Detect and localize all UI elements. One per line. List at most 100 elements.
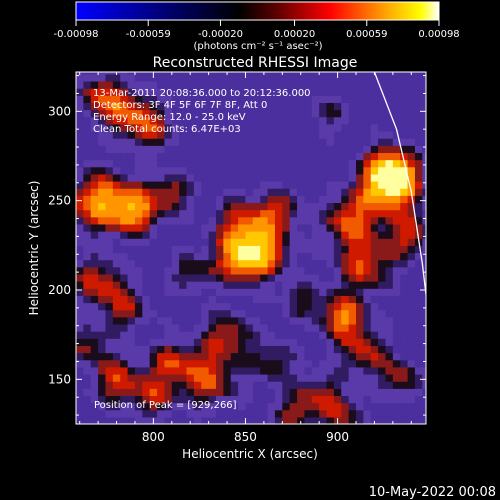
heatmap-cell xyxy=(319,130,328,139)
heatmap-cell xyxy=(260,231,269,239)
heatmap-cell xyxy=(260,195,269,204)
heatmap-cell xyxy=(326,395,335,404)
heatmap-cell xyxy=(179,409,188,418)
heatmap-cell xyxy=(407,195,416,204)
heatmap-cell xyxy=(186,373,195,382)
heatmap-cell xyxy=(348,373,357,382)
heatmap-cell xyxy=(274,180,283,189)
heatmap-cell xyxy=(134,295,143,304)
heatmap-cell xyxy=(267,109,276,118)
heatmap-cell xyxy=(252,102,261,111)
heatmap-cell xyxy=(282,102,291,111)
heatmap-cell xyxy=(238,245,247,254)
heatmap-cell xyxy=(378,352,387,361)
heatmap-cell xyxy=(186,316,195,325)
heatmap-cell xyxy=(267,80,276,89)
heatmap-cell xyxy=(356,352,364,361)
heatmap-cell xyxy=(414,102,423,111)
heatmap-cell xyxy=(400,316,409,325)
heatmap-cell xyxy=(98,109,107,118)
heatmap-cell xyxy=(142,152,151,161)
heatmap-cell xyxy=(186,338,195,346)
heatmap-cell xyxy=(149,266,158,275)
heatmap-cell xyxy=(260,88,269,96)
heatmap-cell xyxy=(378,266,387,275)
heatmap-cell xyxy=(230,366,239,375)
heatmap-cell xyxy=(90,373,99,382)
heatmap-cell xyxy=(356,316,364,325)
heatmap-cell xyxy=(245,381,254,389)
heatmap-cell xyxy=(297,395,306,404)
heatmap-cell xyxy=(326,223,335,232)
heatmap-cell xyxy=(319,252,328,261)
heatmap-cell xyxy=(105,73,114,82)
heatmap-cell xyxy=(201,152,210,161)
heatmap-cell xyxy=(252,359,261,368)
heatmap-cell xyxy=(216,152,224,161)
colorbar: -0.00098 -0.00059 -0.00020 0.00020 0.00059 0.… xyxy=(54,1,460,52)
heatmap-cell xyxy=(216,80,224,89)
heatmap-cell xyxy=(356,145,364,154)
heatmap-cell xyxy=(370,152,379,161)
heatmap-cell xyxy=(90,72,99,75)
heatmap-cell xyxy=(363,138,372,146)
heatmap-cell xyxy=(223,223,232,232)
heatmap-cell xyxy=(127,345,136,354)
heatmap-cell xyxy=(223,381,232,389)
heatmap-cell xyxy=(363,331,372,339)
heatmap-cell xyxy=(289,273,298,282)
heatmap-cell xyxy=(127,331,136,339)
heatmap-cell xyxy=(142,345,151,354)
heatmap-cell xyxy=(245,245,254,254)
heatmap-cell xyxy=(230,166,239,175)
heatmap-cell xyxy=(407,366,416,375)
heatmap-cell xyxy=(193,238,202,246)
heatmap-cell xyxy=(208,395,217,404)
heatmap-cell xyxy=(333,195,342,204)
heatmap-cell xyxy=(238,80,247,89)
heatmap-cell xyxy=(120,223,129,232)
heatmap-cell xyxy=(289,116,298,125)
heatmap-cell xyxy=(385,173,394,182)
heatmap-cell xyxy=(171,388,180,397)
heatmap-cell xyxy=(407,416,416,424)
heatmap-cell xyxy=(179,281,188,289)
heatmap-cell xyxy=(363,273,372,282)
heatmap-cell xyxy=(252,295,261,304)
heatmap-cell xyxy=(149,316,158,325)
heatmap-cell xyxy=(142,252,151,261)
heatmap-cell xyxy=(260,352,269,361)
heatmap-cell xyxy=(230,345,239,354)
heatmap-cell xyxy=(134,345,143,354)
heatmap-cell xyxy=(76,338,84,346)
heatmap-cell xyxy=(149,209,158,218)
heatmap-cell xyxy=(282,331,291,339)
heatmap-cell xyxy=(274,302,283,311)
heatmap-cell xyxy=(164,73,173,82)
heatmap-cell xyxy=(319,152,328,161)
heatmap-cell xyxy=(245,266,254,275)
heatmap-cell xyxy=(186,331,195,339)
heatmap-cell xyxy=(422,209,426,218)
heatmap-cell xyxy=(171,216,180,225)
heatmap-cell xyxy=(201,245,210,254)
heatmap-cell xyxy=(186,238,195,246)
heatmap-cell xyxy=(341,345,350,354)
heatmap-cell xyxy=(326,202,335,211)
heatmap-cell xyxy=(407,180,416,189)
heatmap-cell xyxy=(289,123,298,132)
heatmap-cell xyxy=(142,352,151,361)
heatmap-cell xyxy=(90,130,99,139)
heatmap-cell xyxy=(120,116,129,125)
heatmap-cell xyxy=(120,359,129,368)
heatmap-cell xyxy=(267,145,276,154)
heatmap-cell xyxy=(112,102,121,111)
heatmap-cell xyxy=(289,152,298,161)
heatmap-cell xyxy=(348,80,357,89)
heatmap-cell xyxy=(164,366,173,375)
heatmap-cell xyxy=(311,95,320,103)
heatmap-cell xyxy=(157,288,166,296)
heatmap-cell xyxy=(348,159,357,168)
heatmap-cell xyxy=(326,309,335,318)
heatmap-cell xyxy=(311,138,320,146)
